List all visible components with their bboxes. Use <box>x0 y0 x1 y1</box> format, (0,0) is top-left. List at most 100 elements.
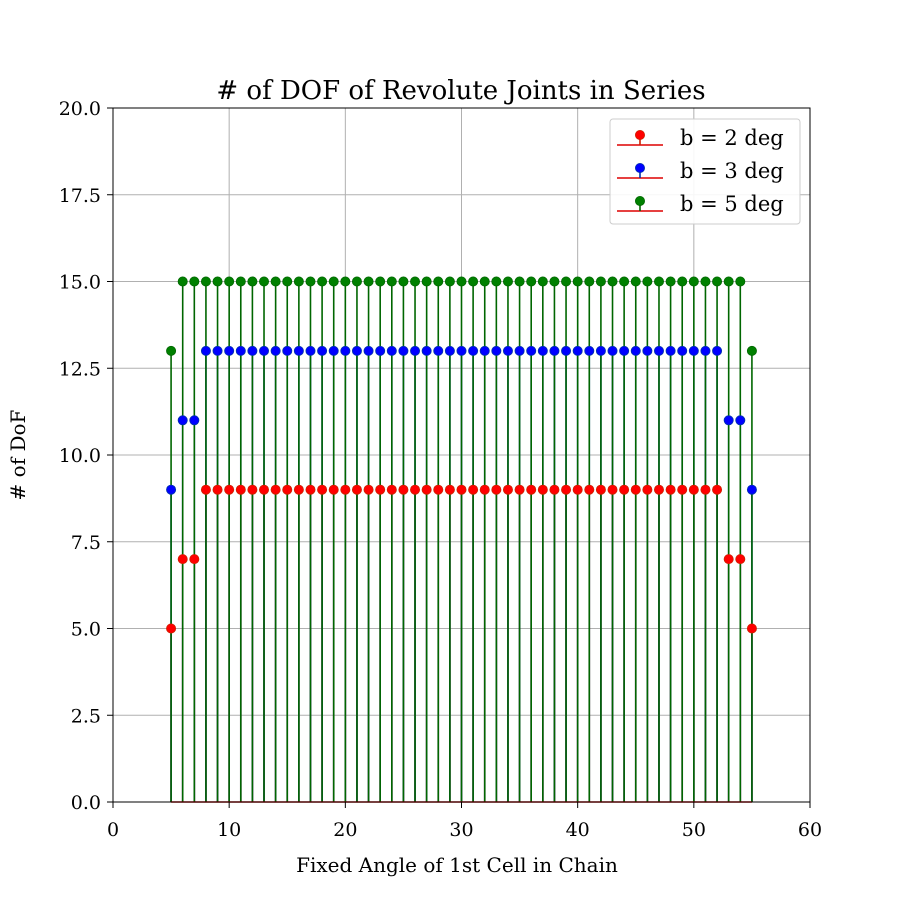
data-point-1 <box>607 484 618 495</box>
data-point-2 <box>224 345 235 356</box>
data-point-2 <box>270 345 281 356</box>
data-point-1 <box>653 484 664 495</box>
data-point-3 <box>212 276 223 287</box>
data-point-3 <box>328 276 339 287</box>
data-point-3 <box>723 276 734 287</box>
data-point-2 <box>456 345 467 356</box>
stem-lines <box>170 281 753 802</box>
x-axis-label: Fixed Angle of 1st Cell in Chain <box>296 853 618 877</box>
data-point-2 <box>607 345 618 356</box>
data-point-2 <box>700 345 711 356</box>
data-point-1 <box>433 484 444 495</box>
y-axis-ticks: 0.0 2.5 5.0 7.5 10.0 12.5 15.0 17.5 20.0 <box>59 98 113 814</box>
data-point-2 <box>421 345 432 356</box>
data-point-1 <box>537 484 548 495</box>
data-point-1 <box>166 623 177 634</box>
y-tick-label: 20.0 <box>59 98 101 120</box>
data-point-1 <box>421 484 432 495</box>
data-point-2 <box>177 415 188 426</box>
data-point-2 <box>410 345 421 356</box>
data-point-3 <box>526 276 537 287</box>
x-tick-label: 60 <box>798 819 822 841</box>
data-point-2 <box>340 345 351 356</box>
data-point-1 <box>317 484 328 495</box>
data-point-2 <box>549 345 560 356</box>
data-point-2 <box>212 345 223 356</box>
data-point-1 <box>526 484 537 495</box>
data-point-3 <box>398 276 409 287</box>
data-point-1 <box>444 484 455 495</box>
data-point-2 <box>642 345 653 356</box>
data-point-3 <box>468 276 479 287</box>
data-point-1 <box>259 484 270 495</box>
y-tick-label: 7.5 <box>71 532 101 554</box>
x-tick-label: 30 <box>449 819 473 841</box>
data-point-2 <box>688 345 699 356</box>
data-point-1 <box>700 484 711 495</box>
data-point-2 <box>584 345 595 356</box>
data-point-2 <box>259 345 270 356</box>
data-point-2 <box>398 345 409 356</box>
x-tick-label: 50 <box>682 819 706 841</box>
y-tick-label: 5.0 <box>71 619 101 641</box>
data-point-2 <box>723 415 734 426</box>
data-point-3 <box>595 276 606 287</box>
data-point-3 <box>363 276 374 287</box>
data-point-3 <box>619 276 630 287</box>
data-point-1 <box>735 554 746 565</box>
data-point-1 <box>746 623 757 634</box>
data-point-3 <box>247 276 258 287</box>
data-point-2 <box>595 345 606 356</box>
y-tick-label: 17.5 <box>59 185 101 207</box>
data-point-3 <box>305 276 316 287</box>
data-point-2 <box>293 345 304 356</box>
data-point-3 <box>746 345 757 356</box>
data-point-2 <box>735 415 746 426</box>
data-point-2 <box>282 345 293 356</box>
x-tick-label: 20 <box>333 819 357 841</box>
x-tick-label: 40 <box>566 819 590 841</box>
data-point-3 <box>688 276 699 287</box>
legend: b = 2 deg b = 3 deg b = 5 deg <box>609 118 801 225</box>
data-point-3 <box>375 276 386 287</box>
data-point-3 <box>735 276 746 287</box>
data-point-3 <box>293 276 304 287</box>
data-point-1 <box>642 484 653 495</box>
legend-marker-sample <box>635 195 646 206</box>
data-point-1 <box>328 484 339 495</box>
data-point-1 <box>340 484 351 495</box>
data-point-1 <box>293 484 304 495</box>
data-point-3 <box>514 276 525 287</box>
data-point-1 <box>630 484 641 495</box>
data-point-1 <box>351 484 362 495</box>
data-point-2 <box>433 345 444 356</box>
data-point-2 <box>561 345 572 356</box>
data-point-2 <box>665 345 676 356</box>
legend-marker-sample <box>635 162 646 173</box>
y-axis-label: # of DoF <box>6 409 30 500</box>
data-point-2 <box>619 345 630 356</box>
data-point-1 <box>177 554 188 565</box>
data-point-3 <box>630 276 641 287</box>
data-point-1 <box>584 484 595 495</box>
y-tick-label: 0.0 <box>71 792 101 814</box>
data-point-1 <box>688 484 699 495</box>
data-point-3 <box>665 276 676 287</box>
data-point-1 <box>235 484 246 495</box>
data-point-1 <box>224 484 235 495</box>
data-point-3 <box>259 276 270 287</box>
data-point-1 <box>561 484 572 495</box>
data-point-2 <box>572 345 583 356</box>
data-point-2 <box>363 345 374 356</box>
data-point-3 <box>386 276 397 287</box>
data-point-2 <box>317 345 328 356</box>
data-point-2 <box>200 345 211 356</box>
data-point-2 <box>386 345 397 356</box>
data-point-2 <box>468 345 479 356</box>
data-point-2 <box>746 484 757 495</box>
legend-label: b = 3 deg <box>680 159 784 183</box>
data-point-1 <box>410 484 421 495</box>
data-point-1 <box>398 484 409 495</box>
data-point-3 <box>177 276 188 287</box>
data-point-1 <box>212 484 223 495</box>
